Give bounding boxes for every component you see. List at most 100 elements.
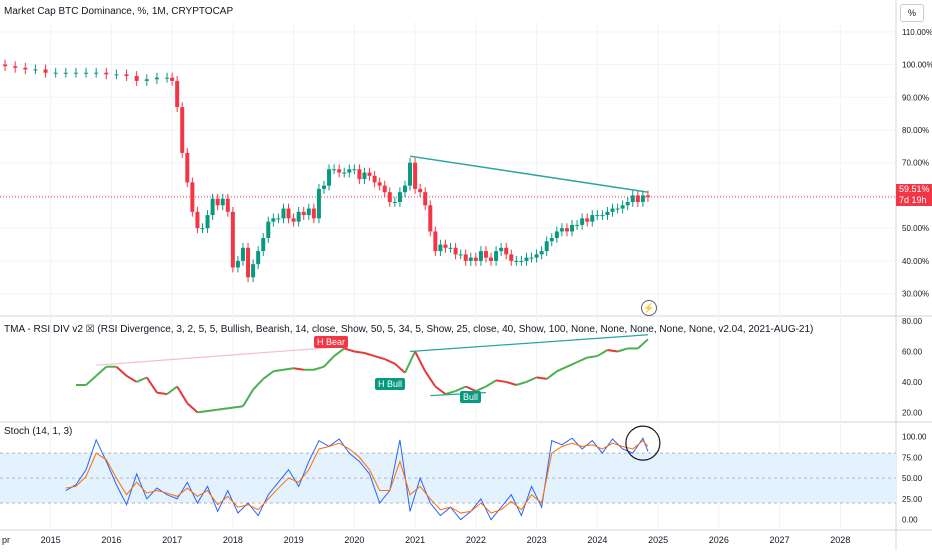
stoch-axis-label: 25.00 [902, 495, 923, 504]
rsi-line-segment [242, 389, 254, 407]
candle-body [271, 218, 276, 222]
candle-body [575, 224, 580, 226]
stoch-axis-label: 0.00 [902, 516, 918, 525]
candle-body [337, 169, 342, 173]
candle-body [367, 172, 372, 176]
time-axis-label: 2025 [648, 535, 668, 545]
candle-body [311, 208, 316, 219]
rsi-trendline [96, 346, 340, 366]
candle-body [23, 67, 28, 70]
candle-body [463, 254, 468, 261]
time-axis-label: 2021 [405, 535, 425, 545]
rsi-line-segment [394, 362, 406, 374]
rsi-line-segment [566, 361, 578, 368]
candle-body [114, 74, 119, 76]
time-axis-label: 2015 [41, 535, 61, 545]
rsi-line-segment [465, 385, 477, 392]
rsi-line-segment [136, 376, 148, 383]
rsi-line-segment [354, 350, 365, 355]
candle-body [630, 195, 635, 202]
candle-body [276, 218, 281, 220]
rsi-line-segment [526, 376, 537, 383]
price-axis-label: 50.00% [902, 224, 929, 233]
candle-body [408, 162, 413, 186]
time-axis-label: pr [2, 535, 10, 545]
rsi-line-segment [293, 367, 304, 371]
candle-body [499, 247, 504, 252]
candle-body [397, 192, 402, 202]
candle-body [33, 69, 38, 71]
alert-icon[interactable]: ⚡ [641, 300, 657, 316]
rsi-indicator-title[interactable]: TMA - RSI DIV v2 ☒ (RSI Divergence, 3, 2… [4, 324, 814, 335]
candle-body [256, 251, 261, 265]
stoch-axis-label: 50.00 [902, 474, 923, 483]
time-axis-label: 2028 [830, 535, 850, 545]
candle-body [306, 208, 311, 216]
candle-body [438, 244, 443, 252]
candle-body [175, 80, 180, 108]
stoch-axis-label: 100.00 [902, 432, 927, 441]
candle-body [220, 198, 225, 206]
rsi-line-segment [637, 338, 649, 350]
candle-body [225, 198, 230, 212]
candle-body [620, 205, 625, 209]
candle-body [347, 169, 352, 173]
candle-body [327, 169, 332, 186]
rsi-line-segment [374, 355, 386, 361]
rsi-line-segment [186, 402, 199, 414]
rsi-line-segment [145, 376, 158, 394]
candle-body [382, 185, 387, 193]
candle-body [230, 211, 235, 268]
candle-body [559, 228, 564, 232]
candle-body [84, 72, 89, 74]
rsi-line-segment [445, 390, 456, 396]
candle-body [13, 66, 18, 68]
candle-body [473, 257, 478, 261]
candle-body [296, 211, 301, 222]
rsi-axis-label: 60.00 [902, 347, 923, 356]
scale-toggle-button[interactable]: % [900, 4, 924, 22]
candle-body [468, 257, 473, 261]
candle-body [529, 257, 534, 259]
time-axis-label: 2020 [344, 535, 364, 545]
time-axis-label: 2026 [709, 535, 729, 545]
candle-body [595, 215, 600, 217]
candle-body [635, 195, 640, 202]
rsi-line-segment [384, 358, 396, 365]
candle-body [180, 107, 185, 153]
time-axis-label: 2027 [770, 535, 790, 545]
candle-body [195, 211, 200, 229]
stoch-d-line [65, 439, 649, 514]
candle-body [281, 208, 286, 219]
candle-body [43, 69, 48, 73]
candle-body [478, 251, 483, 261]
candle-body [372, 175, 377, 183]
time-axis-label: 2017 [162, 535, 182, 545]
stoch-indicator-title[interactable]: Stoch (14, 1, 3) [4, 426, 73, 437]
candle-body [251, 264, 256, 278]
candle-body [170, 77, 175, 81]
candle-body [200, 228, 205, 230]
rsi-line-segment [262, 370, 274, 380]
candle-body [352, 169, 357, 171]
candle-body [625, 202, 630, 206]
candle-body [377, 182, 382, 186]
candle-body [564, 228, 569, 232]
candle-body [144, 79, 149, 81]
rsi-line-segment [313, 365, 325, 371]
rsi-line-segment [516, 380, 527, 386]
candle-body [266, 221, 271, 238]
candle-body [291, 218, 296, 222]
candle-body [205, 215, 210, 229]
candle-body [494, 251, 499, 261]
candle-body [190, 182, 195, 212]
candle-body [387, 192, 392, 202]
price-axis-label: 90.00% [902, 93, 929, 102]
rsi-axis-label: 20.00 [902, 408, 923, 417]
rsi-line-segment [95, 365, 107, 377]
candle-body [357, 169, 362, 180]
candle-body [605, 211, 610, 216]
rsi-line-segment [273, 368, 284, 373]
